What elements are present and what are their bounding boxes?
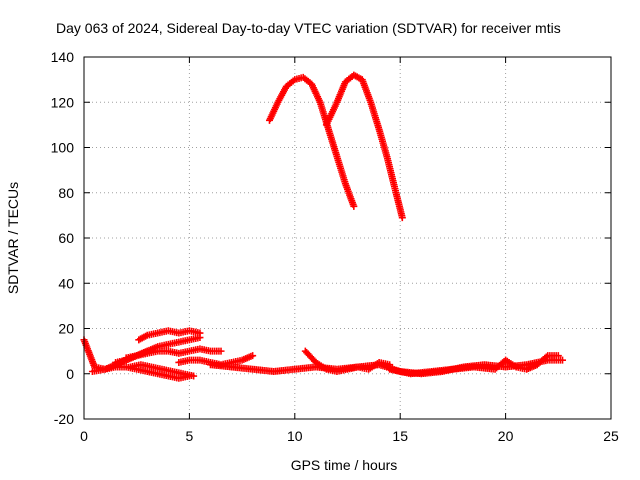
chart-title: Day 063 of 2024, Sidereal Day-to-day VTE… — [56, 20, 561, 36]
y-tick-label: -20 — [54, 411, 74, 427]
axis-ticks: 0 5 10 15 20 25 -20 0 20 40 60 80 100 120 140 — [51, 49, 619, 444]
data-point — [554, 352, 562, 360]
data-points — [80, 71, 567, 382]
y-tick-label: 120 — [51, 94, 75, 110]
y-tick-label: 60 — [58, 230, 74, 246]
x-axis-title: GPS time / hours — [291, 457, 398, 473]
data-point — [542, 353, 550, 361]
x-tick-label: 10 — [287, 428, 303, 444]
data-point — [249, 352, 257, 360]
y-tick-label: 140 — [51, 49, 75, 65]
y-tick-label: 20 — [58, 321, 74, 337]
x-tick-label: 20 — [498, 428, 514, 444]
data-point — [398, 214, 406, 222]
x-tick-label: 25 — [603, 428, 619, 444]
y-tick-label: 100 — [51, 140, 75, 156]
y-tick-label: 80 — [58, 185, 74, 201]
data-point — [559, 356, 567, 364]
data-point — [185, 372, 193, 380]
y-axis-title: SDTVAR / TECUs — [5, 182, 21, 294]
data-point — [350, 202, 358, 210]
data-point — [217, 347, 225, 355]
y-tick-label: 0 — [66, 366, 74, 382]
x-tick-label: 15 — [392, 428, 408, 444]
x-tick-label: 5 — [186, 428, 194, 444]
data-point — [196, 334, 204, 342]
y-tick-label: 40 — [58, 275, 74, 291]
x-tick-label: 0 — [80, 428, 88, 444]
grid — [84, 57, 611, 419]
